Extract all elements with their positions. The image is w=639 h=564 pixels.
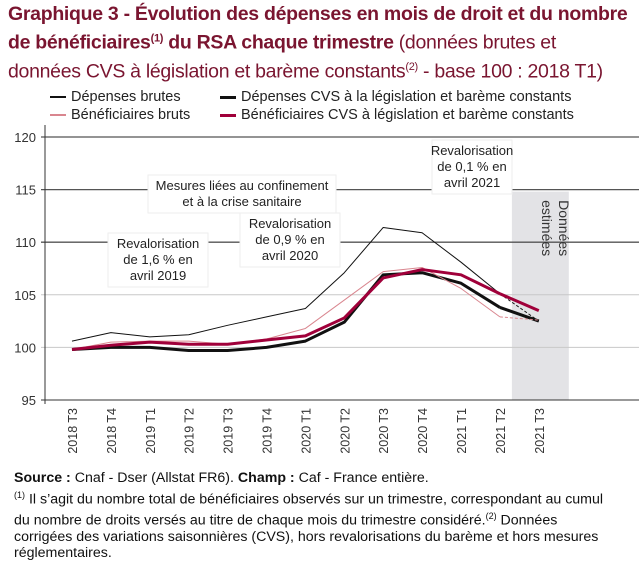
annotation-box	[239, 212, 341, 268]
x-tick-label: 2020 T1	[299, 408, 313, 454]
annotation-text: de 1,6 % en	[123, 252, 192, 267]
title-footnote-1: (1)	[150, 32, 164, 44]
annotation-text: avril 2020	[262, 248, 318, 263]
legend-swatch	[220, 95, 236, 99]
x-tick-label: 2021 T2	[494, 408, 508, 454]
chart-title: Graphique 3 - Évolution des dépenses en …	[8, 2, 633, 83]
champ-text: Caf - France entière.	[294, 470, 429, 486]
x-tick-label: 2019 T3	[222, 408, 236, 454]
estimated-region-label: Données	[556, 200, 572, 256]
series-line-estimated	[499, 306, 540, 323]
title-bold-end: du RSA chaque trimestre	[163, 31, 394, 54]
legend-item-beneficiaires-cvs: Bénéficiaires CVS à législation et barèm…	[220, 107, 574, 123]
x-tick-label: 2021 T3	[533, 408, 547, 454]
x-tick-label: 2021 T1	[455, 408, 469, 454]
legend-item-beneficiaires-bruts: Bénéficiaires bruts	[50, 107, 190, 123]
estimated-region	[511, 191, 569, 400]
line-chart: 95 100 105 110 115 120 2018 T3 2018 T4 2019 T1 20…	[14, 125, 639, 454]
note-1: Il s’agit du nombre total de bénéficiair…	[14, 491, 604, 529]
annotation-text: et à la crise sanitaire	[182, 194, 301, 209]
y-tick-label: 120	[14, 130, 36, 145]
estimated-region-label: estimées	[539, 200, 555, 256]
legend-item-depenses-cvs: Dépenses CVS à la législation et barème …	[220, 89, 571, 105]
legend-swatch	[50, 96, 66, 99]
legend-item-depenses-brutes: Dépenses brutes	[50, 89, 181, 105]
y-tick-label: 100	[14, 340, 36, 355]
annotation-text: avril 2019	[130, 268, 186, 283]
annotation-text: Mesures liées au confinement	[156, 178, 329, 193]
source-text: Cnaf - Dser (Allstat FR6).	[70, 470, 238, 486]
y-tick-label: 115	[15, 183, 36, 198]
title-footnote-2: (2)	[405, 60, 418, 73]
x-tick-label: 2020 T2	[338, 408, 352, 454]
y-tick-label: 95	[22, 393, 36, 408]
annotation-box	[431, 139, 513, 195]
series-line	[71, 268, 501, 351]
series-line-estimated	[499, 292, 540, 312]
annotation-text: avril 2021	[444, 175, 500, 190]
champ-label: Champ :	[237, 470, 295, 486]
x-tick-label: 2018 T4	[105, 408, 119, 454]
title-subtitle: (données brutes et données CVS à législa…	[8, 31, 556, 83]
series-line-estimated	[499, 316, 539, 321]
title-bold: Graphique 3 - Évolution des dépenses en …	[8, 3, 628, 54]
legend-label: Dépenses brutes	[71, 89, 181, 105]
note2-marker: (2)	[485, 510, 497, 521]
x-tick-label: 2020 T3	[377, 408, 391, 454]
series-line	[71, 271, 501, 353]
series-line	[71, 226, 501, 342]
note-2: Données corrigées des variations saisonn…	[14, 512, 599, 562]
x-tick-label: 2020 T4	[416, 408, 430, 454]
source-label: Source :	[14, 470, 71, 486]
legend-label: Bénéficiaires CVS à législation et barèm…	[241, 107, 574, 123]
legend-label: Bénéficiaires bruts	[71, 107, 191, 123]
x-tick-label: 2019 T1	[144, 408, 158, 454]
annotation-text: Revalorisation	[249, 216, 331, 231]
chart-footer: Source : Cnaf - Dser (Allstat FR6). Cham…	[14, 470, 614, 562]
y-tick-label: 110	[15, 235, 36, 250]
legend-swatch	[50, 114, 66, 117]
note1-marker: (1)	[14, 489, 25, 500]
title-subtitle-end: - base 100 : 2018 T1)	[417, 60, 603, 82]
annotation-box	[107, 232, 209, 288]
annotation-text: de 0,9 % en	[255, 232, 324, 247]
legend-label: Dépenses CVS à la législation et barème …	[241, 89, 572, 105]
y-tick-label: 105	[14, 288, 36, 303]
x-tick-label: 2019 T2	[183, 408, 197, 454]
annotation-text: de 0,1 % en	[437, 159, 506, 174]
annotation-text: Revalorisation	[117, 236, 199, 251]
legend-swatch	[220, 113, 236, 117]
annotation-text: Revalorisation	[431, 143, 513, 158]
series-line-estimated	[499, 293, 540, 322]
x-tick-label: 2019 T4	[261, 408, 275, 454]
x-tick-label: 2018 T3	[66, 408, 80, 454]
